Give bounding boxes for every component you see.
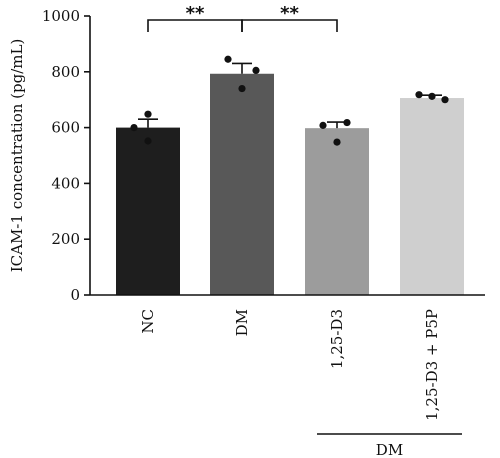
category-label: DM: [233, 309, 251, 336]
data-point: [130, 124, 138, 132]
bar: [210, 73, 274, 296]
y-tick-label: 0: [70, 286, 80, 304]
data-point: [144, 110, 152, 118]
y-tick-label: 600: [51, 119, 80, 137]
data-point: [343, 118, 351, 127]
bar: [305, 128, 369, 295]
data-point: [319, 121, 327, 129]
data-point: [428, 92, 436, 100]
category-label: 1,25-D3 + P5P: [423, 309, 441, 421]
significance-bracket: [241, 19, 338, 32]
significance-label: **: [280, 3, 299, 24]
y-tick-label: 800: [51, 63, 80, 81]
data-point: [415, 91, 423, 99]
data-point: [333, 138, 341, 146]
y-axis-title: ICAM-1 concentration (pg/mL): [8, 39, 26, 273]
data-point: [144, 137, 152, 145]
y-tick-label: 1000: [42, 7, 80, 25]
category-label: 1,25-D3: [328, 309, 346, 369]
bar: [116, 127, 180, 295]
significance-label: **: [186, 3, 205, 24]
data-point: [224, 55, 232, 63]
group-label: DM: [376, 441, 403, 458]
data-point: [238, 84, 246, 93]
data-point: [441, 96, 449, 104]
data-point: [252, 66, 260, 75]
category-label: NC: [139, 309, 157, 334]
y-tick-label: 400: [51, 174, 80, 192]
bar: [400, 98, 464, 295]
y-tick-label: 200: [51, 230, 80, 248]
